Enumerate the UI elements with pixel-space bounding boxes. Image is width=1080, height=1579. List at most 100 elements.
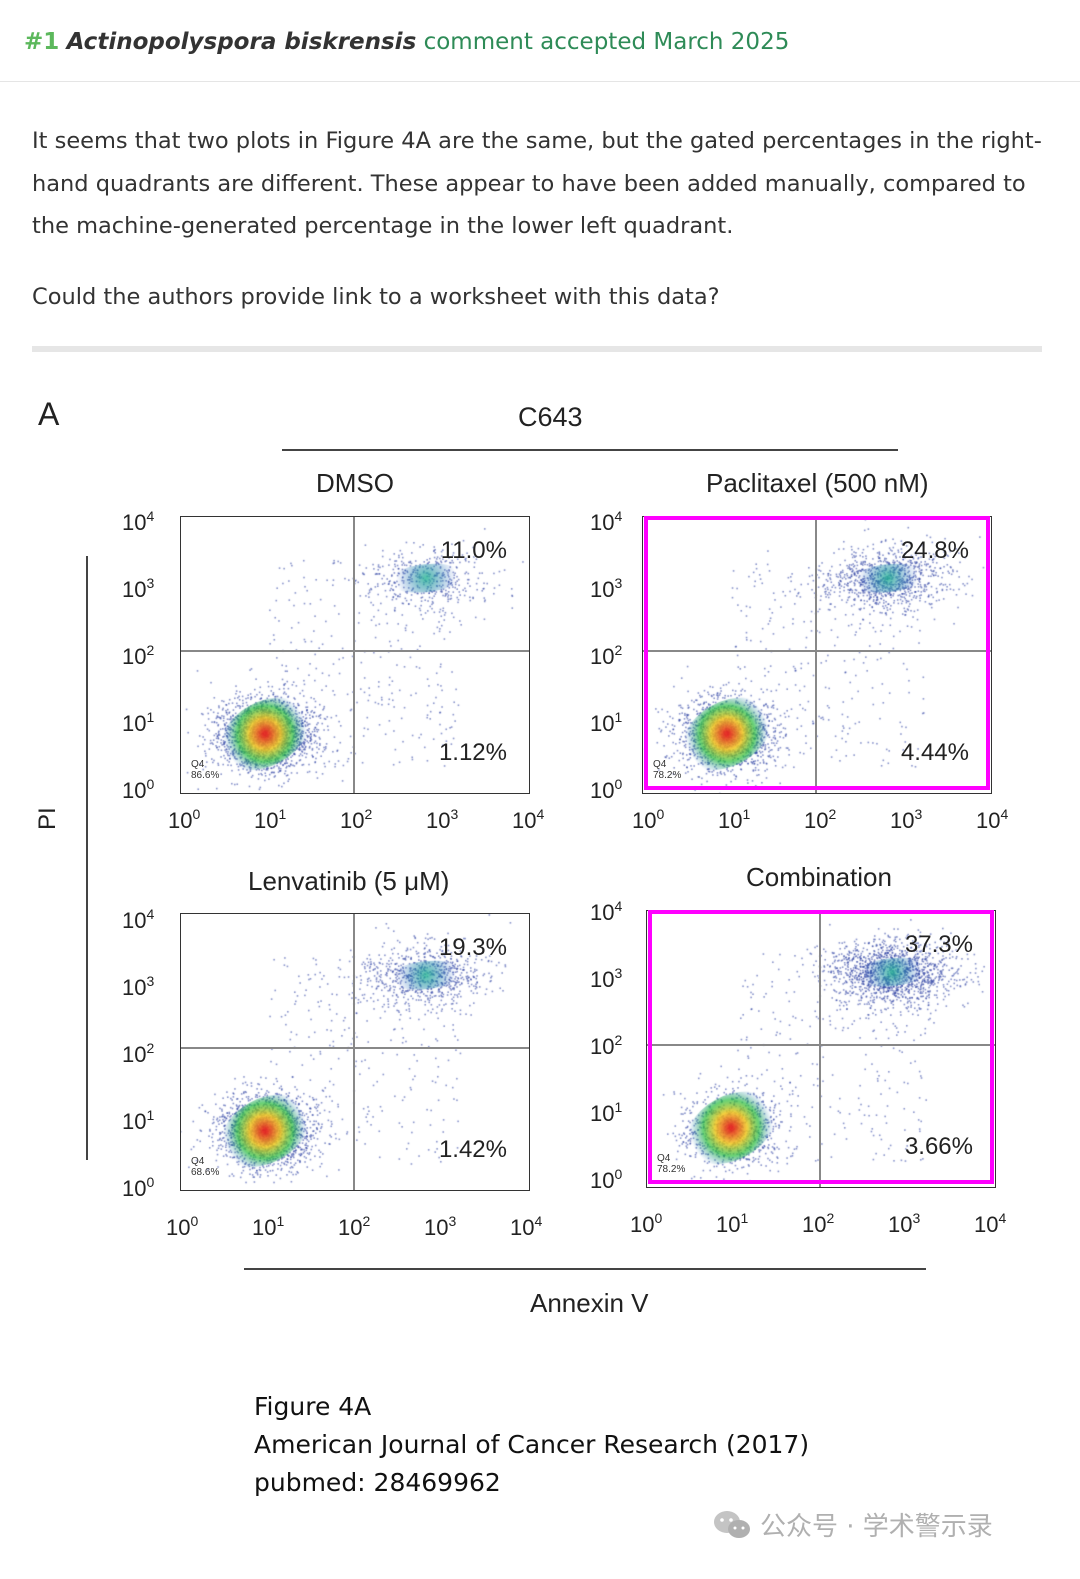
figure-cell-line: C643 <box>518 402 583 432</box>
tick-exponent: 1 <box>276 1213 285 1229</box>
lower-right-percentage: 4.44% <box>900 739 969 766</box>
x-tick-label: 104 <box>512 806 545 833</box>
tick-exponent: 3 <box>614 965 623 981</box>
tick-exponent: 0 <box>192 806 201 822</box>
q4-percentage: 68.6% <box>191 1167 220 1178</box>
tick-exponent: 4 <box>614 508 623 524</box>
scatter-density <box>643 517 991 793</box>
tick-exponent: 0 <box>190 1213 199 1229</box>
y-tick-label: 104 <box>590 508 623 535</box>
q4-name: Q4 <box>653 759 667 770</box>
quadrant-vertical-gate <box>353 517 355 793</box>
quadrant-horizontal-gate <box>181 650 529 652</box>
plot-condition-title: Combination <box>746 862 892 892</box>
quadrant-vertical-gate <box>819 911 821 1187</box>
flow-plot: 24.8% 4.44% Q4 78.2% <box>642 516 992 794</box>
annexin-axis-rule <box>244 1268 926 1270</box>
tick-exponent: 3 <box>914 806 923 822</box>
tick-exponent: 0 <box>614 776 623 792</box>
tick-exponent: 2 <box>146 1040 155 1056</box>
y-tick-label: 104 <box>122 508 155 535</box>
caption-journal: American Journal of Cancer Research (201… <box>254 1430 810 1459</box>
tick-exponent: 4 <box>536 806 545 822</box>
tick-exponent: 3 <box>450 806 459 822</box>
flow-plot: 37.3% 3.66% Q4 78.2% <box>646 910 996 1188</box>
q4-gate-label: Q4 86.6% <box>191 759 219 781</box>
y-tick-label: 103 <box>590 965 623 992</box>
highlight-box <box>644 516 990 790</box>
figure-panel-letter: A <box>38 396 60 432</box>
y-tick-label: 100 <box>590 776 623 803</box>
scatter-density <box>181 914 529 1190</box>
tick-exponent: 0 <box>146 1174 155 1190</box>
tick-exponent: 1 <box>740 1210 749 1226</box>
x-tick-label: 104 <box>510 1213 543 1240</box>
x-tick-label: 102 <box>802 1210 835 1237</box>
y-tick-label: 102 <box>122 642 155 669</box>
tick-exponent: 3 <box>146 575 155 591</box>
y-tick-label: 100 <box>590 1166 623 1193</box>
upper-right-percentage: 11.0% <box>440 537 507 564</box>
x-tick-label: 104 <box>974 1210 1007 1237</box>
upper-right-percentage: 19.3% <box>438 934 507 961</box>
species-name[interactable]: Actinopolyspora biskrensis <box>66 29 417 55</box>
q4-percentage: 78.2% <box>657 1164 686 1175</box>
x-axis-label: Annexin V <box>530 1288 649 1318</box>
x-tick-label: 103 <box>426 806 459 833</box>
q4-name: Q4 <box>191 1156 205 1167</box>
plot-condition-title: Paclitaxel (500 nM) <box>706 468 929 498</box>
flow-plot: 19.3% 1.42% Q4 68.6% <box>180 913 530 1191</box>
tick-exponent: 3 <box>146 973 155 989</box>
y-tick-label: 101 <box>122 1107 155 1134</box>
plot-condition-title: DMSO <box>316 468 394 498</box>
tick-exponent: 3 <box>448 1213 457 1229</box>
upper-right-percentage: 24.8% <box>900 537 969 564</box>
lower-right-percentage: 1.12% <box>438 739 507 766</box>
q4-gate-label: Q4 68.6% <box>191 1156 219 1178</box>
scatter-density <box>181 517 529 793</box>
q4-name: Q4 <box>191 759 205 770</box>
x-tick-label: 101 <box>718 806 751 833</box>
wechat-icon <box>712 1509 752 1541</box>
scatter-density <box>647 911 995 1187</box>
x-tick-label: 100 <box>632 806 665 833</box>
y-tick-label: 102 <box>122 1040 155 1067</box>
y-tick-label: 101 <box>590 709 623 736</box>
tick-exponent: 2 <box>614 1032 623 1048</box>
x-tick-label: 102 <box>338 1213 371 1240</box>
tick-exponent: 4 <box>146 508 155 524</box>
tick-exponent: 2 <box>362 1213 371 1229</box>
plot-condition-title: Lenvatinib (5 μM) <box>248 866 450 896</box>
q4-gate-label: Q4 78.2% <box>657 1153 685 1175</box>
x-tick-label: 101 <box>716 1210 749 1237</box>
y-tick-label: 104 <box>122 906 155 933</box>
tick-exponent: 3 <box>912 1210 921 1226</box>
q4-percentage: 78.2% <box>653 770 682 781</box>
tick-exponent: 1 <box>278 806 287 822</box>
tick-exponent: 4 <box>146 906 155 922</box>
tick-exponent: 0 <box>614 1166 623 1182</box>
tick-exponent: 0 <box>146 776 155 792</box>
tick-exponent: 2 <box>146 642 155 658</box>
tick-exponent: 1 <box>614 709 623 725</box>
y-tick-label: 104 <box>590 898 623 925</box>
q4-name: Q4 <box>657 1153 671 1164</box>
q4-gate-label: Q4 78.2% <box>653 759 681 781</box>
comment-number[interactable]: #1 <box>24 29 60 55</box>
q4-percentage: 86.6% <box>191 770 220 781</box>
tick-exponent: 2 <box>826 1210 835 1226</box>
x-tick-label: 102 <box>340 806 373 833</box>
x-tick-label: 101 <box>252 1213 285 1240</box>
lower-right-percentage: 3.66% <box>904 1133 973 1160</box>
tick-exponent: 2 <box>828 806 837 822</box>
section-divider <box>32 346 1042 352</box>
x-tick-label: 103 <box>890 806 923 833</box>
tick-exponent: 1 <box>614 1099 623 1115</box>
tick-exponent: 4 <box>1000 806 1009 822</box>
x-tick-label: 100 <box>168 806 201 833</box>
tick-exponent: 0 <box>654 1210 663 1226</box>
tick-exponent: 1 <box>146 709 155 725</box>
lower-right-percentage: 1.42% <box>438 1136 507 1163</box>
x-tick-label: 104 <box>976 806 1009 833</box>
pi-axis-rule <box>86 556 88 1160</box>
